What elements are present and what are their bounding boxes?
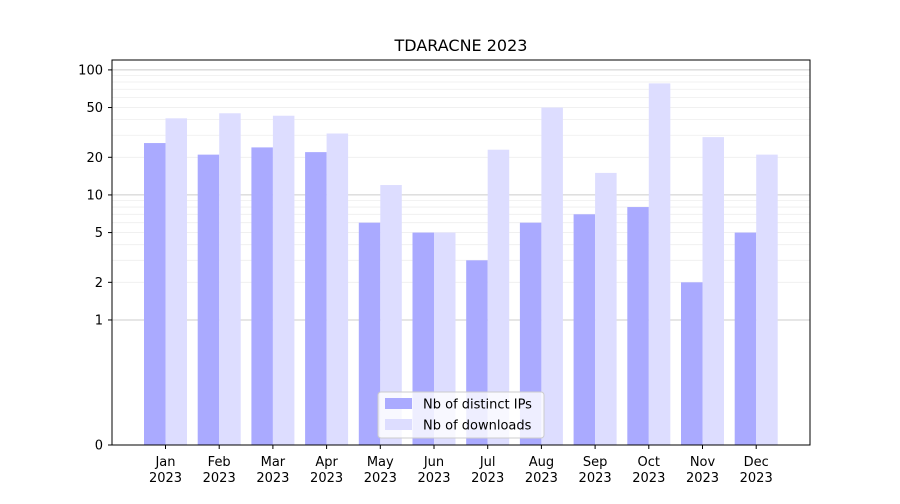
x-tick-label: Aug 2023 bbox=[525, 455, 558, 486]
y-axis: 0 1 2 5 10 20 50 100 bbox=[78, 63, 112, 454]
x-axis: Jan 2023 Feb 2023 Mar 2023 Apr 2023 May 2023 Jun 20… bbox=[149, 445, 773, 486]
bar-downloads bbox=[595, 172, 617, 445]
x-tick-label: Jul 2023 bbox=[471, 455, 504, 486]
plot-frame bbox=[111, 59, 811, 446]
y-tick-label: 0 bbox=[95, 439, 103, 454]
bar-downloads bbox=[702, 137, 724, 445]
bar-downloads bbox=[326, 133, 349, 445]
x-tick-label: Feb 2023 bbox=[203, 455, 236, 486]
x-tick-label: Apr 2023 bbox=[310, 455, 343, 486]
bar-distinct-ips bbox=[358, 222, 381, 445]
chart-title: TDARACNE 2023 bbox=[394, 36, 528, 55]
bar-downloads bbox=[165, 118, 187, 445]
legend-label: Nb of downloads bbox=[423, 419, 532, 434]
y-tick-label: 100 bbox=[78, 63, 103, 78]
bar-distinct-ips bbox=[681, 282, 703, 445]
y-tick-label: 1 bbox=[95, 313, 103, 328]
bar-downloads bbox=[380, 185, 402, 445]
bar-distinct-ips bbox=[305, 152, 327, 445]
bar-downloads bbox=[648, 83, 671, 445]
x-tick-label: Dec 2023 bbox=[740, 455, 773, 486]
bar-downloads bbox=[541, 107, 563, 446]
bar-distinct-ips bbox=[144, 143, 166, 445]
legend-box bbox=[377, 391, 545, 439]
bar-downloads bbox=[219, 113, 241, 445]
y-tick-label: 20 bbox=[86, 151, 103, 166]
x-tick-label: May 2023 bbox=[364, 455, 397, 486]
legend: Nb of distinct IPs Nb of downloads bbox=[377, 391, 545, 439]
bar-distinct-ips bbox=[197, 154, 220, 446]
bar-distinct-ips bbox=[627, 207, 649, 445]
y-tick-label: 2 bbox=[95, 276, 103, 291]
bar-distinct-ips bbox=[573, 214, 596, 445]
x-tick-label: Mar 2023 bbox=[256, 455, 289, 486]
y-tick-label: 10 bbox=[86, 188, 103, 203]
bar-downloads bbox=[756, 154, 778, 446]
bar-downloads bbox=[487, 149, 510, 446]
x-tick-label: Jan 2023 bbox=[149, 455, 182, 486]
x-tick-label: Oct 2023 bbox=[632, 455, 665, 486]
bar-distinct-ips bbox=[251, 147, 273, 446]
legend-swatch bbox=[385, 398, 412, 409]
bar-downloads bbox=[272, 115, 295, 445]
y-tick-label: 50 bbox=[86, 101, 103, 116]
bars bbox=[144, 83, 778, 446]
legend-swatch bbox=[385, 419, 412, 430]
legend-label: Nb of distinct IPs bbox=[423, 398, 532, 413]
x-tick-label: Sep 2023 bbox=[579, 455, 612, 486]
y-tick-label: 5 bbox=[95, 226, 103, 241]
bar-distinct-ips bbox=[734, 232, 757, 445]
x-tick-label: Nov 2023 bbox=[686, 455, 719, 486]
bar-distinct-ips bbox=[519, 222, 542, 445]
x-tick-label: Jun 2023 bbox=[417, 455, 450, 486]
